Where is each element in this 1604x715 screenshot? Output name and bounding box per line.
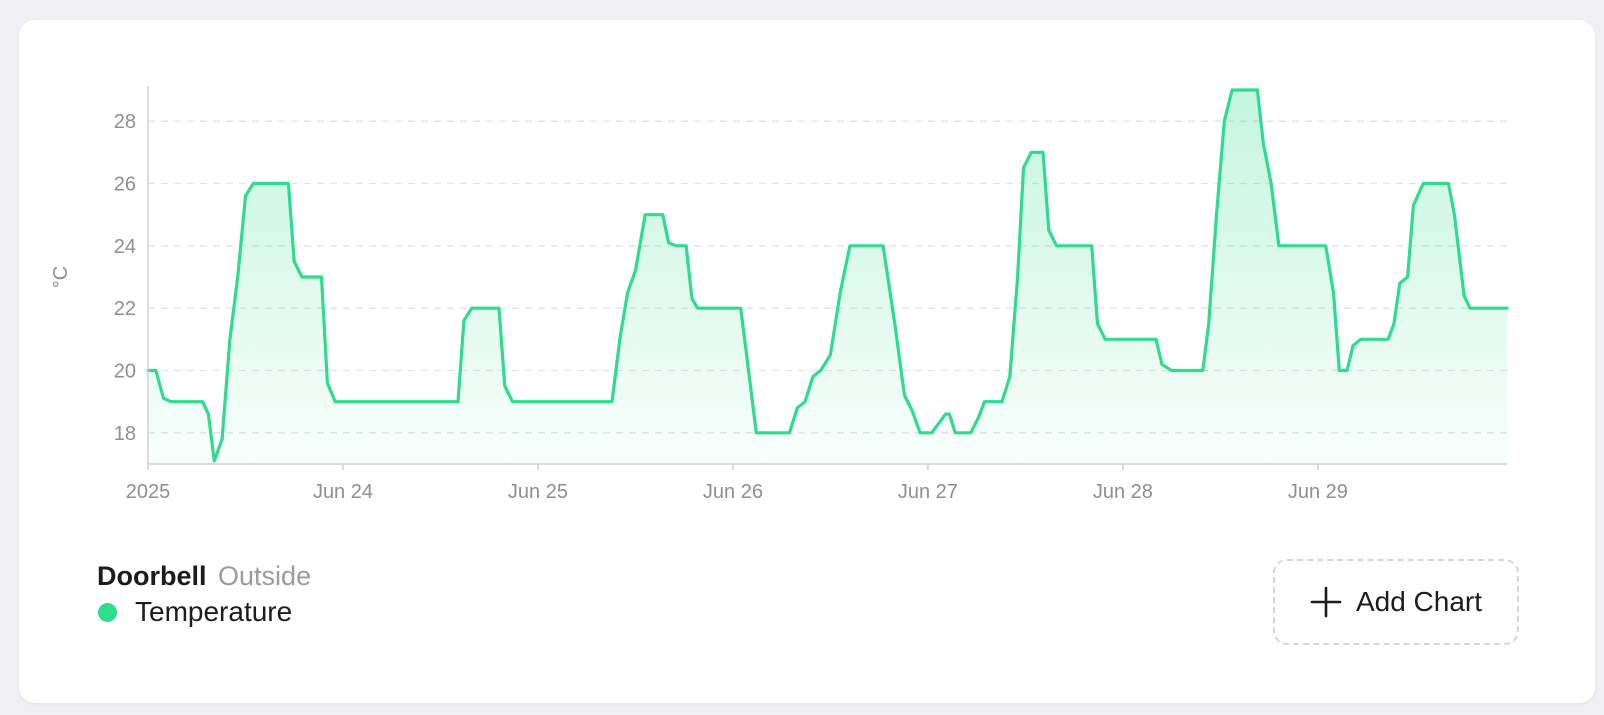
legend: Doorbell Outside Temperature — [97, 560, 311, 628]
series-area — [146, 88, 1509, 464]
series-line — [146, 88, 1509, 463]
x-tick-label: 2025 — [126, 481, 171, 503]
room-name: Outside — [218, 561, 312, 591]
add-chart-button[interactable]: Add Chart — [1273, 559, 1519, 645]
add-chart-label: Add Chart — [1355, 586, 1483, 617]
axes: 18 20 22 24 26 28 2025 Jun 24 Jun 25 Jun 26 Jun 27… — [114, 86, 1507, 503]
series-label: Temperature — [135, 596, 293, 627]
x-tick-label: Jun 25 — [508, 481, 568, 503]
y-tick-label: 22 — [114, 298, 136, 320]
y-tick-label: 28 — [114, 111, 136, 133]
x-tick-label: Jun 26 — [703, 481, 763, 503]
y-axis-label: °C — [50, 266, 72, 288]
y-tick-label: 24 — [114, 236, 136, 258]
plus-icon — [1310, 586, 1342, 618]
device-name: Doorbell — [97, 561, 207, 591]
temperature-chart: 18 20 22 24 26 28 2025 Jun 24 Jun 25 Jun 26 Jun 27… — [50, 86, 1509, 503]
y-tick-label: 20 — [114, 361, 136, 383]
y-tick-label: 26 — [114, 174, 136, 196]
series-color-dot — [98, 602, 117, 622]
x-tick-label: Jun 24 — [313, 481, 373, 503]
legend-series-item[interactable]: Temperature — [97, 596, 311, 628]
series-fill — [148, 90, 1507, 464]
chart-card: 18 20 22 24 26 28 2025 Jun 24 Jun 25 Jun 26 Jun 27… — [19, 20, 1595, 703]
x-tick-label: Jun 27 — [898, 481, 958, 503]
x-tick-label: Jun 29 — [1288, 481, 1348, 503]
y-tick-label: 18 — [114, 423, 136, 445]
x-tick-label: Jun 28 — [1093, 481, 1153, 503]
legend-device: Doorbell Outside — [97, 560, 311, 592]
